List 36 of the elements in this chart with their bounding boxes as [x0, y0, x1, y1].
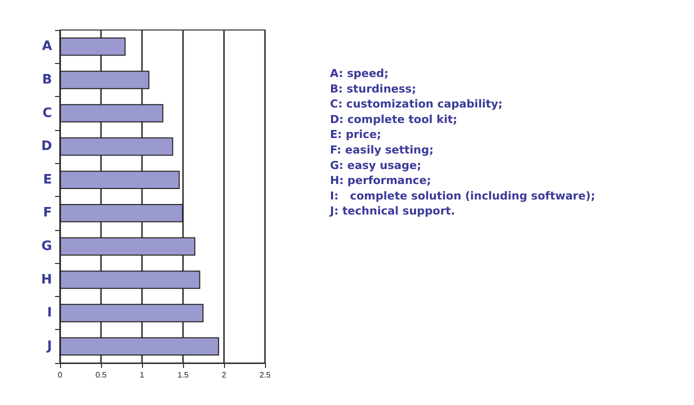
y-tick-label: J — [46, 338, 52, 354]
text: B: sturdiness; — [330, 82, 416, 96]
x-tick-label: 2.5 — [259, 370, 272, 380]
y-tick-label: H — [41, 272, 52, 288]
text: E: price; — [330, 128, 382, 142]
bar — [60, 170, 180, 190]
y-tick-label: E — [43, 172, 52, 188]
y-tick-label: B — [42, 72, 52, 88]
bar — [60, 137, 174, 156]
x-tick-label: 0 — [58, 370, 63, 380]
text: H: performance; — [330, 174, 432, 188]
text: D: complete tool kit; — [330, 112, 458, 126]
x-tick-label: 1 — [140, 370, 145, 380]
text: J: technical support. — [329, 204, 456, 218]
bar — [60, 337, 220, 356]
y-tick-label: F — [43, 206, 52, 221]
y-tick-label: C — [42, 106, 52, 121]
bar — [60, 204, 183, 222]
x-tick-label: 2 — [222, 370, 227, 380]
text: C: customization capability; — [330, 98, 503, 111]
text: A: speed; — [330, 67, 389, 80]
y-tick-label: D — [41, 139, 52, 154]
y-tick-label: A — [42, 39, 52, 54]
y-tick-label: I — [47, 306, 52, 321]
text: I: complete solution (including software); — [330, 189, 596, 202]
y-tick-label: G — [41, 238, 52, 254]
x-tick-label: 0.5 — [95, 370, 108, 380]
bar — [60, 70, 150, 90]
text: F: easily setting; — [330, 144, 434, 156]
bar — [60, 104, 164, 122]
bar — [60, 237, 196, 256]
bar — [60, 37, 126, 56]
bar — [60, 270, 200, 289]
x-tick-label: 1.5 — [177, 370, 190, 380]
bar — [60, 304, 204, 322]
text: G: easy usage; — [330, 158, 422, 172]
